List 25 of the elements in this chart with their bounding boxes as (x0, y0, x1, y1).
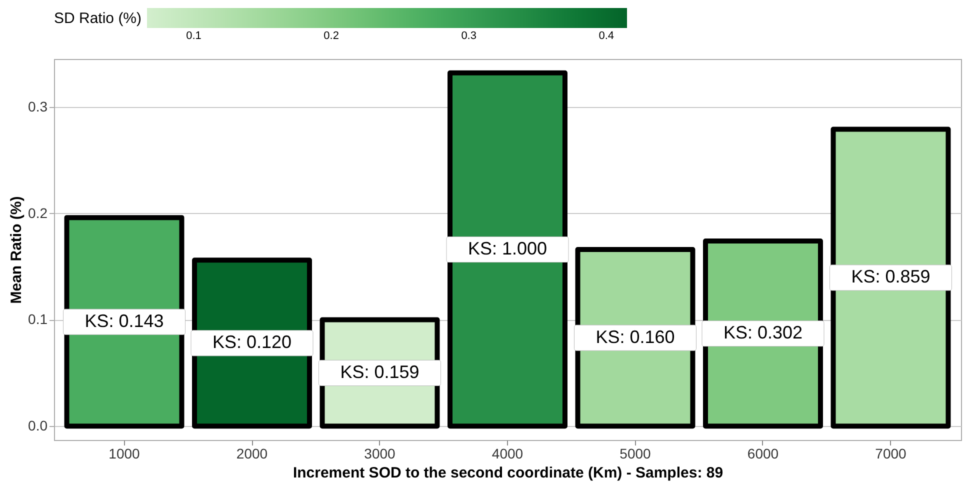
annotation: KS: 0.143 (84, 310, 164, 331)
y-tick-label: 0.0 (28, 418, 48, 434)
color-bar-label: 0.2 (324, 30, 339, 42)
color-bar-label: 0.1 (186, 30, 202, 42)
x-tick-label: 6000 (747, 446, 779, 462)
annotation: KS: 0.859 (851, 266, 930, 287)
annotation: KS: 0.302 (723, 322, 803, 343)
x-tick-label: 1000 (108, 446, 140, 462)
color-bar-title: SD Ratio (%) (54, 10, 142, 27)
x-tick-label: 5000 (620, 446, 652, 462)
y-tick-label: 0.3 (28, 98, 48, 114)
x-tick-label: 7000 (875, 446, 907, 462)
y-tick-label: 0.2 (28, 204, 48, 221)
x-axis-title: Increment SOD to the second coordinate (Km) - Samples: 89 (292, 464, 724, 482)
annotation: KS: 0.159 (340, 362, 420, 382)
x-tick-label: 2000 (236, 446, 268, 462)
color-bar-label: 0.4 (598, 30, 614, 42)
annotation: KS: 0.120 (212, 332, 292, 352)
x-tick-label: 3000 (364, 446, 396, 462)
annotation: KS: 1.000 (468, 238, 548, 258)
color-bar-label: 0.3 (461, 30, 476, 42)
y-axis-title: Mean Ratio (%) (8, 196, 26, 304)
y-tick-label: 0.1 (28, 311, 48, 328)
annotation: KS: 0.160 (596, 326, 675, 347)
x-tick-label: 4000 (492, 446, 524, 462)
